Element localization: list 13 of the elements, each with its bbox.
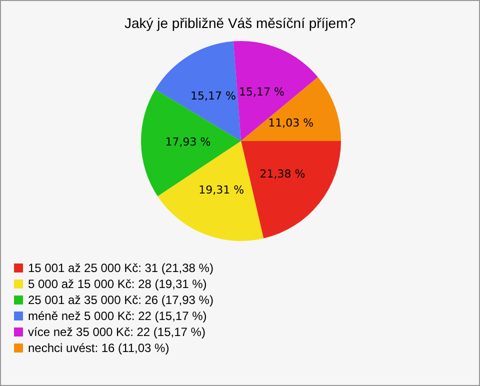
data-label: 17,93 % — [165, 136, 211, 149]
legend-label: více než 35 000 Kč: 22 (15,17 %) — [28, 325, 206, 339]
chart-title: Jaký je přibližně Váš měsíční příjem? — [124, 15, 356, 31]
data-label: 21,38 % — [260, 167, 306, 180]
data-label: 15,17 % — [190, 89, 236, 102]
legend-label: 15 001 až 25 000 Kč: 31 (21,38 %) — [28, 261, 214, 275]
data-label: 15,17 % — [238, 86, 284, 99]
legend-label: nechci uvést: 16 (11,03 %) — [28, 341, 170, 355]
legend-label: 25 001 až 35 000 Kč: 26 (17,93 %) — [28, 293, 214, 307]
legend-label: 5 000 až 15 000 Kč: 28 (19,31 %) — [28, 277, 207, 291]
legend-label: méně než 5 000 Kč: 22 (15,17 %) — [28, 309, 207, 323]
data-label: 11,03 % — [268, 116, 314, 130]
data-label: 19,31 % — [198, 184, 244, 197]
